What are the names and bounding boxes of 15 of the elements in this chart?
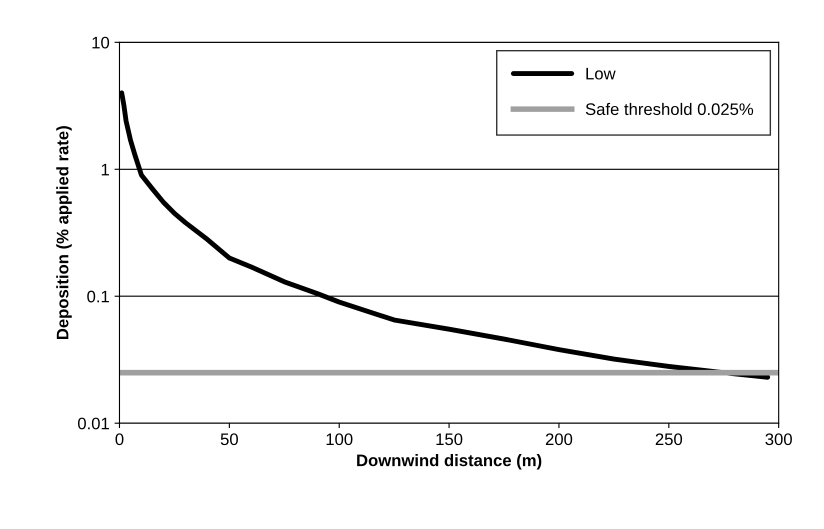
y-tick-label: 0.1 bbox=[87, 290, 109, 302]
x-axis-title: Downwind distance (m) bbox=[357, 454, 542, 470]
y-axis-title: Deposition (% applied rate) bbox=[56, 126, 72, 340]
y-tick-label: 10 bbox=[92, 36, 110, 49]
legend-label: Safe threshold 0.025% bbox=[586, 102, 754, 116]
x-tick-label: 300 bbox=[765, 433, 792, 446]
x-tick-label: 100 bbox=[326, 433, 352, 446]
x-tick-label: 0 bbox=[115, 433, 124, 446]
legend-label: Low bbox=[586, 68, 616, 80]
x-tick-label: 150 bbox=[436, 433, 462, 446]
x-tick-label: 200 bbox=[546, 433, 572, 446]
y-tick-label: 0.01 bbox=[78, 418, 109, 430]
y-tick-label: 1 bbox=[102, 164, 109, 176]
x-tick-label: 50 bbox=[220, 433, 238, 446]
x-tick-label: 250 bbox=[656, 433, 682, 446]
